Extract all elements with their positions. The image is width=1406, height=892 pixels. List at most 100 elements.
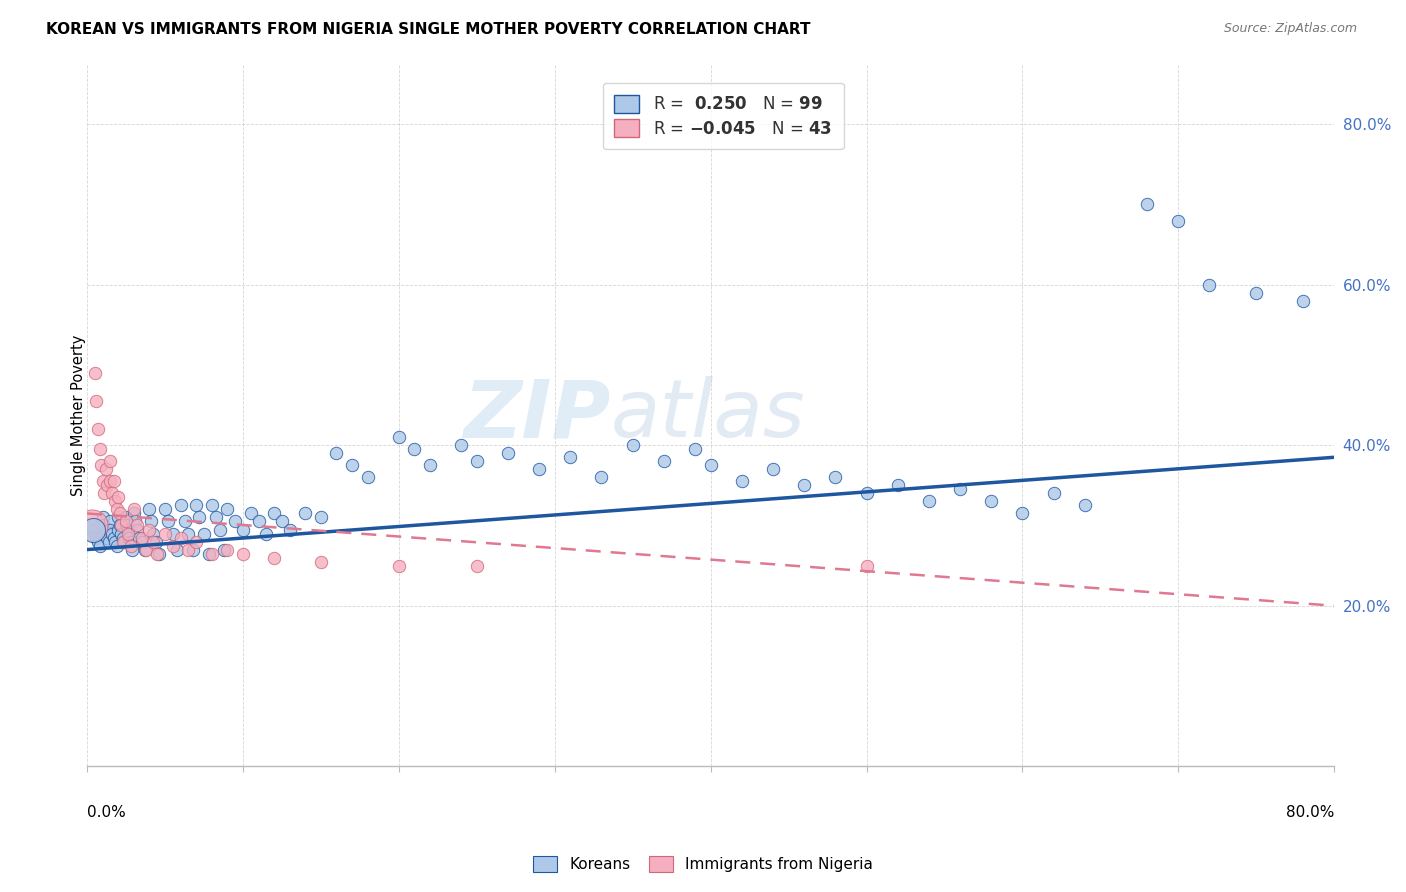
Point bbox=[139, 515, 162, 529]
Point bbox=[980, 494, 1002, 508]
Point bbox=[100, 515, 122, 529]
Point bbox=[103, 531, 125, 545]
Point bbox=[122, 502, 145, 516]
Point bbox=[89, 442, 111, 457]
Point bbox=[325, 446, 347, 460]
Point bbox=[404, 442, 426, 457]
Text: atlas: atlas bbox=[610, 376, 806, 454]
Point bbox=[1244, 285, 1267, 300]
Point bbox=[103, 475, 125, 489]
Point bbox=[100, 475, 122, 489]
Point bbox=[122, 507, 145, 521]
Point bbox=[82, 523, 104, 537]
Point bbox=[450, 438, 472, 452]
Point bbox=[124, 515, 146, 529]
Point bbox=[465, 558, 488, 573]
Point bbox=[107, 510, 129, 524]
Point bbox=[89, 539, 111, 553]
Point bbox=[94, 462, 117, 476]
Point bbox=[169, 531, 191, 545]
Point bbox=[117, 526, 139, 541]
Point bbox=[254, 526, 277, 541]
Point bbox=[177, 526, 200, 541]
Point bbox=[496, 446, 519, 460]
Point bbox=[145, 534, 167, 549]
Point bbox=[111, 534, 134, 549]
Point bbox=[90, 458, 112, 473]
Point bbox=[188, 510, 211, 524]
Point bbox=[177, 542, 200, 557]
Point bbox=[263, 550, 285, 565]
Point bbox=[87, 534, 110, 549]
Point bbox=[212, 542, 235, 557]
Point bbox=[128, 531, 150, 545]
Point bbox=[91, 475, 114, 489]
Point bbox=[83, 526, 105, 541]
Point bbox=[91, 510, 114, 524]
Point bbox=[793, 478, 815, 492]
Point bbox=[120, 534, 142, 549]
Point bbox=[115, 515, 138, 529]
Point bbox=[80, 518, 103, 533]
Point bbox=[108, 518, 131, 533]
Point bbox=[100, 523, 122, 537]
Point bbox=[148, 547, 170, 561]
Point bbox=[82, 523, 104, 537]
Point bbox=[855, 486, 877, 500]
Point bbox=[278, 523, 301, 537]
Text: 0.0%: 0.0% bbox=[87, 805, 125, 820]
Point bbox=[100, 454, 122, 468]
Point bbox=[105, 539, 128, 553]
Point bbox=[949, 483, 972, 497]
Point bbox=[135, 542, 157, 557]
Point bbox=[114, 534, 136, 549]
Point bbox=[118, 531, 141, 545]
Point bbox=[162, 526, 184, 541]
Point bbox=[699, 458, 721, 473]
Point bbox=[125, 523, 148, 537]
Point bbox=[232, 547, 254, 561]
Point bbox=[271, 515, 294, 529]
Point bbox=[855, 558, 877, 573]
Point bbox=[762, 462, 785, 476]
Point bbox=[1042, 486, 1064, 500]
Point bbox=[388, 430, 411, 444]
Point bbox=[201, 547, 224, 561]
Text: KOREAN VS IMMIGRANTS FROM NIGERIA SINGLE MOTHER POVERTY CORRELATION CHART: KOREAN VS IMMIGRANTS FROM NIGERIA SINGLE… bbox=[46, 22, 811, 37]
Point bbox=[340, 458, 363, 473]
Point bbox=[169, 499, 191, 513]
Point bbox=[153, 502, 176, 516]
Point bbox=[205, 510, 228, 524]
Point bbox=[108, 507, 131, 521]
Point bbox=[94, 523, 117, 537]
Point bbox=[104, 534, 127, 549]
Point bbox=[101, 486, 124, 500]
Point bbox=[121, 542, 143, 557]
Point bbox=[217, 502, 239, 516]
Point bbox=[918, 494, 941, 508]
Point bbox=[652, 454, 675, 468]
Point bbox=[83, 366, 105, 380]
Point bbox=[263, 507, 285, 521]
Point bbox=[174, 515, 197, 529]
Point bbox=[166, 542, 188, 557]
Point bbox=[104, 494, 127, 508]
Point bbox=[107, 523, 129, 537]
Point bbox=[886, 478, 908, 492]
Point bbox=[138, 523, 160, 537]
Point bbox=[683, 442, 706, 457]
Point bbox=[239, 507, 262, 521]
Point bbox=[120, 539, 142, 553]
Point bbox=[115, 518, 138, 533]
Y-axis label: Single Mother Poverty: Single Mother Poverty bbox=[72, 334, 86, 496]
Point bbox=[217, 542, 239, 557]
Point bbox=[86, 531, 108, 545]
Point bbox=[80, 518, 103, 533]
Point bbox=[193, 526, 215, 541]
Point bbox=[131, 531, 153, 545]
Point bbox=[527, 462, 550, 476]
Point bbox=[93, 526, 115, 541]
Point bbox=[294, 507, 316, 521]
Point bbox=[107, 491, 129, 505]
Point bbox=[141, 534, 163, 549]
